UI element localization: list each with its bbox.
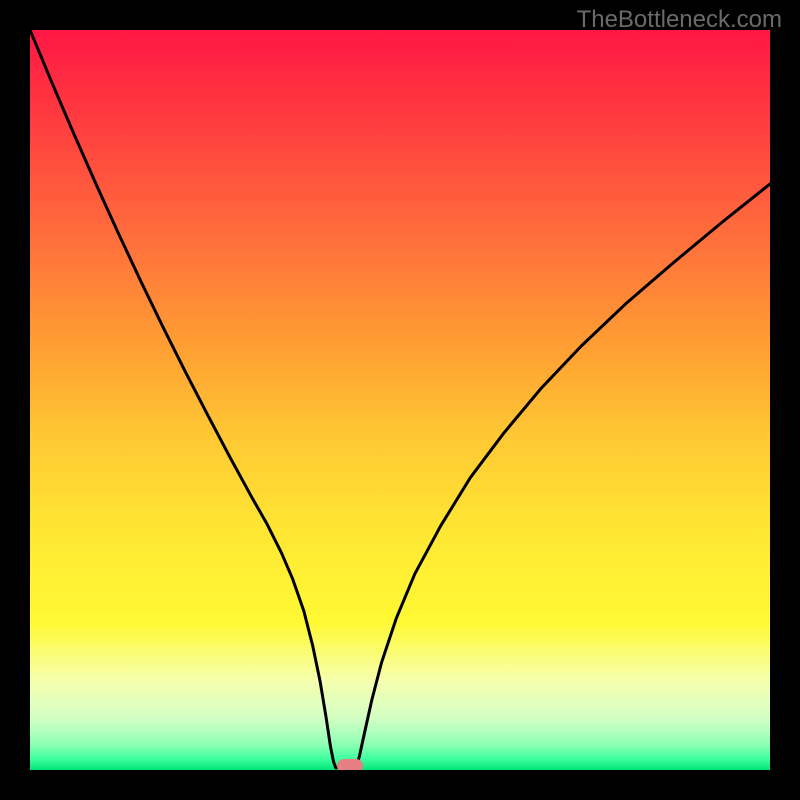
watermark-text: TheBottleneck.com (577, 6, 782, 34)
plot-area (30, 30, 770, 770)
optimum-marker (337, 759, 363, 770)
bottleneck-curve (30, 30, 770, 770)
